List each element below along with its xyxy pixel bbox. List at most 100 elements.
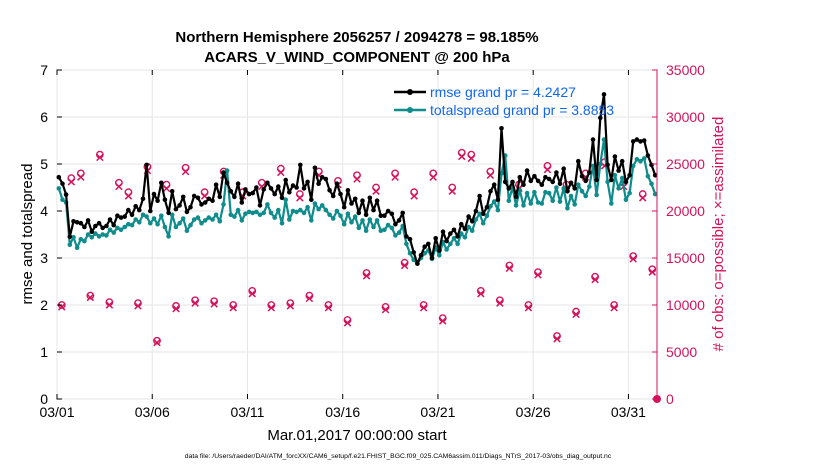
rmse-point (466, 214, 471, 219)
spread-point (554, 185, 559, 190)
rmse-point (162, 197, 168, 202)
spread-point (78, 236, 84, 242)
spread-point (382, 227, 387, 233)
spread-point (609, 201, 614, 206)
spread-point (122, 224, 127, 230)
spread-point (352, 214, 358, 219)
obs-assimilated-marker (429, 173, 437, 181)
spread-point (254, 209, 259, 215)
legend-rmse-marker (407, 89, 413, 95)
rmse-point (327, 188, 332, 193)
spread-point (488, 204, 493, 209)
spread-point (385, 222, 391, 228)
spread-point (437, 252, 442, 258)
obs-assimilated-marker (153, 338, 161, 347)
y-tick-label: 4 (40, 203, 48, 219)
rmse-point (228, 189, 234, 194)
rmse-point (78, 220, 84, 226)
rmse-point (89, 229, 95, 234)
obs-assimilated-marker (115, 182, 123, 191)
rmse-point (309, 197, 314, 202)
spread-point (378, 228, 384, 233)
rmse-point (224, 180, 230, 186)
spread-point (612, 173, 618, 178)
spread-point (298, 207, 303, 213)
spread-point (641, 156, 647, 161)
spread-point (129, 222, 135, 228)
rmse-point (169, 189, 175, 194)
spread-point (466, 224, 471, 230)
spread-point (301, 210, 307, 216)
rmse-point (550, 179, 555, 185)
obs-assimilated-marker (286, 302, 295, 310)
rmse-point (93, 223, 98, 229)
spread-point (506, 198, 512, 203)
rmse-point (173, 206, 179, 212)
rmse-point (118, 215, 124, 220)
spread-point (155, 221, 160, 227)
spread-point (546, 190, 552, 196)
spread-point (195, 215, 201, 220)
rmse-point (506, 186, 512, 191)
spread-point (232, 214, 237, 219)
obs-assimilated-marker (543, 165, 552, 174)
spread-point (111, 230, 116, 235)
rmse-point (627, 173, 632, 178)
rmse-point (630, 139, 636, 144)
rmse-point (323, 176, 329, 182)
rmse-point (151, 191, 157, 197)
spread-point (235, 207, 241, 213)
obs-assimilated-marker (372, 187, 380, 195)
rmse-point (338, 191, 343, 197)
spread-point (598, 161, 603, 167)
rmse-point (623, 179, 629, 185)
rmse-point (411, 250, 417, 255)
spread-point (652, 191, 658, 197)
spread-point (393, 233, 398, 238)
spread-point (210, 217, 215, 222)
rmse-point (415, 261, 420, 266)
spread-point (199, 220, 204, 226)
obs-assimilated-marker (610, 304, 618, 312)
rmse-point (528, 178, 534, 184)
rmse-point (404, 234, 409, 239)
obs-assimilated-marker (505, 264, 514, 273)
spread-point (213, 212, 219, 218)
spread-point (217, 219, 223, 224)
x-tick-label: 03/06 (135, 404, 170, 420)
rmse-point (546, 176, 552, 182)
y2-tick-label: 25000 (666, 156, 705, 172)
rmse-point (382, 213, 387, 218)
rmse-point (572, 186, 577, 191)
spread-point (228, 212, 234, 218)
rmse-point (287, 189, 292, 195)
rmse-point (272, 191, 278, 197)
spread-point (144, 214, 149, 219)
spread-point (279, 220, 285, 226)
rmse-point (217, 194, 223, 200)
spread-point (85, 232, 91, 237)
obs-possible-marker (153, 336, 161, 345)
rmse-point (184, 209, 190, 215)
obs-assimilated-marker (524, 304, 533, 312)
rmse-point (261, 187, 267, 192)
obs-assimilated-marker (191, 299, 199, 307)
spread-point (576, 182, 581, 187)
rmse-point (583, 178, 588, 184)
series-lines (56, 92, 658, 266)
spread-point (202, 218, 208, 223)
spread-point (550, 198, 555, 203)
rmse-point (488, 189, 493, 194)
spread-point (330, 216, 336, 221)
rmse-point (177, 203, 182, 208)
obs-assimilated-marker (296, 194, 304, 202)
rmse-point (129, 212, 135, 218)
spread-point (89, 235, 95, 240)
spread-point (67, 242, 73, 248)
rmse-point (532, 173, 537, 179)
rmse-point (448, 231, 453, 236)
rmse-point (257, 203, 263, 208)
rmse-point (330, 193, 336, 199)
rmse-point (349, 201, 354, 206)
rmse-point (510, 179, 515, 185)
